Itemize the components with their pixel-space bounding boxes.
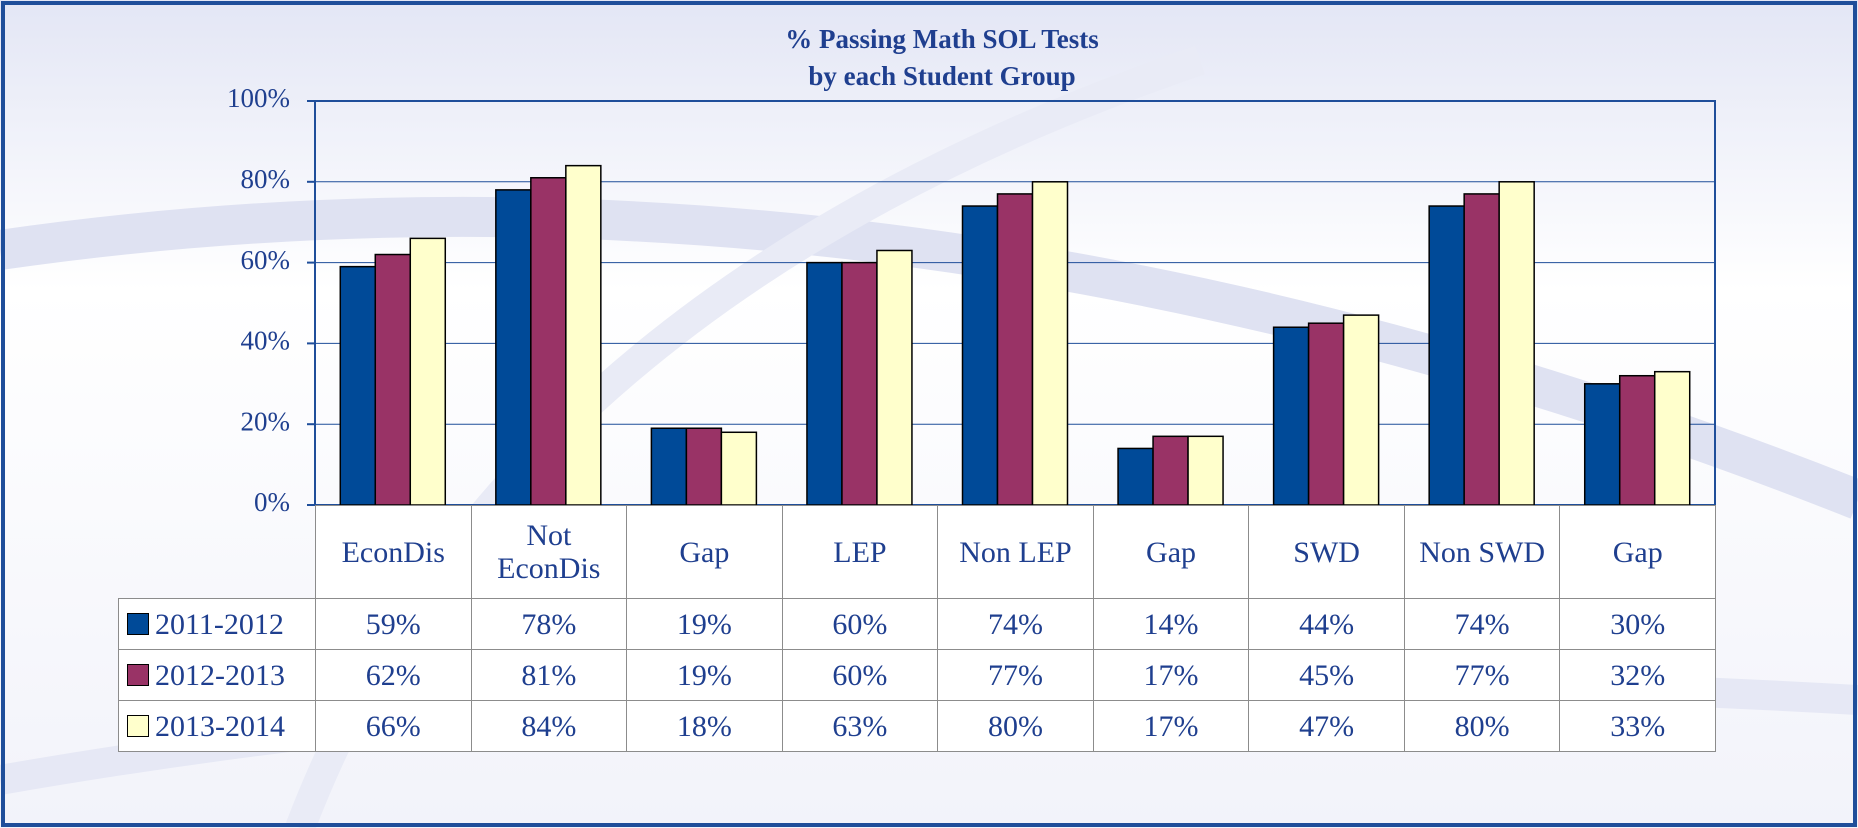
bar (1272, 326, 1310, 506)
data-label: 84% (470, 700, 628, 752)
bar (876, 249, 913, 506)
data-label: 18% (626, 700, 783, 752)
category-label: Gap (1092, 505, 1250, 599)
data-label: 74% (1403, 598, 1561, 650)
bar (720, 431, 758, 506)
category-label: Non LEP (937, 505, 1094, 599)
bar (961, 205, 999, 506)
swirl (0, 196, 1858, 519)
legend-key (127, 715, 149, 737)
bar (841, 261, 878, 506)
y-tick-label: 20% (241, 406, 291, 436)
data-label: 33% (1559, 700, 1716, 752)
bar (495, 189, 532, 506)
category-label: Gap (1559, 505, 1716, 599)
legend-key (127, 664, 149, 686)
data-label: 80% (937, 700, 1094, 752)
data-label: 62% (315, 649, 472, 701)
data-label: 77% (937, 649, 1094, 701)
data-label: 44% (1248, 598, 1405, 650)
bar (650, 427, 688, 506)
bar (1463, 193, 1500, 506)
data-label: 17% (1092, 700, 1250, 752)
bar (1031, 181, 1069, 506)
bar (530, 177, 567, 506)
y-tick-label: 100% (227, 83, 290, 113)
bar (1307, 322, 1345, 506)
category-label: Gap (626, 505, 783, 599)
bar (374, 253, 412, 506)
data-label: 59% (315, 598, 472, 650)
bar (1498, 181, 1535, 506)
legend-entry: 2013-2014 (118, 700, 316, 752)
data-label: 74% (937, 598, 1094, 650)
data-label: 60% (781, 649, 939, 701)
data-label: 63% (781, 700, 939, 752)
category-label: EconDis (315, 505, 472, 599)
data-label: 78% (470, 598, 628, 650)
bar (1342, 314, 1380, 506)
data-label: 32% (1559, 649, 1716, 701)
bar (1152, 435, 1189, 506)
y-tick-label: 40% (241, 326, 291, 356)
bar (339, 265, 377, 506)
bar (685, 427, 723, 506)
category-label: LEP (781, 505, 939, 599)
data-label: 47% (1248, 700, 1405, 752)
y-tick-label: 80% (241, 164, 291, 194)
legend-key (127, 613, 149, 635)
data-label: 19% (626, 649, 783, 701)
data-label: 45% (1248, 649, 1405, 701)
bar (1618, 374, 1656, 506)
bar (565, 164, 602, 506)
data-label: 14% (1092, 598, 1250, 650)
bar (806, 261, 843, 506)
legend-label: 2012-2013 (155, 658, 285, 692)
category-label: Not EconDis (470, 505, 628, 599)
legend-label: 2013-2014 (155, 709, 285, 743)
data-label: 81% (470, 649, 628, 701)
bar (1187, 435, 1224, 506)
bar (1428, 205, 1465, 506)
legend-label: 2011-2012 (155, 607, 284, 641)
data-label: 80% (1403, 700, 1561, 752)
data-label: 66% (315, 700, 472, 752)
legend-entry: 2012-2013 (118, 649, 316, 701)
bar (996, 193, 1034, 506)
bar (1583, 383, 1621, 506)
data-label: 30% (1559, 598, 1716, 650)
bar (1653, 370, 1691, 506)
chart-title: % Passing Math SOL Tests (785, 24, 1099, 54)
chart-subtitle: by each Student Group (808, 61, 1075, 91)
data-label: 60% (781, 598, 939, 650)
data-label: 77% (1403, 649, 1561, 701)
legend-entry: 2011-2012 (118, 598, 316, 650)
y-tick-label: 0% (254, 487, 290, 517)
category-label: SWD (1248, 505, 1405, 599)
bar (1117, 447, 1154, 506)
bar (409, 237, 447, 506)
category-label: Non SWD (1403, 505, 1561, 599)
data-label: 17% (1092, 649, 1250, 701)
data-label: 19% (626, 598, 783, 650)
y-tick-label: 60% (241, 245, 291, 275)
